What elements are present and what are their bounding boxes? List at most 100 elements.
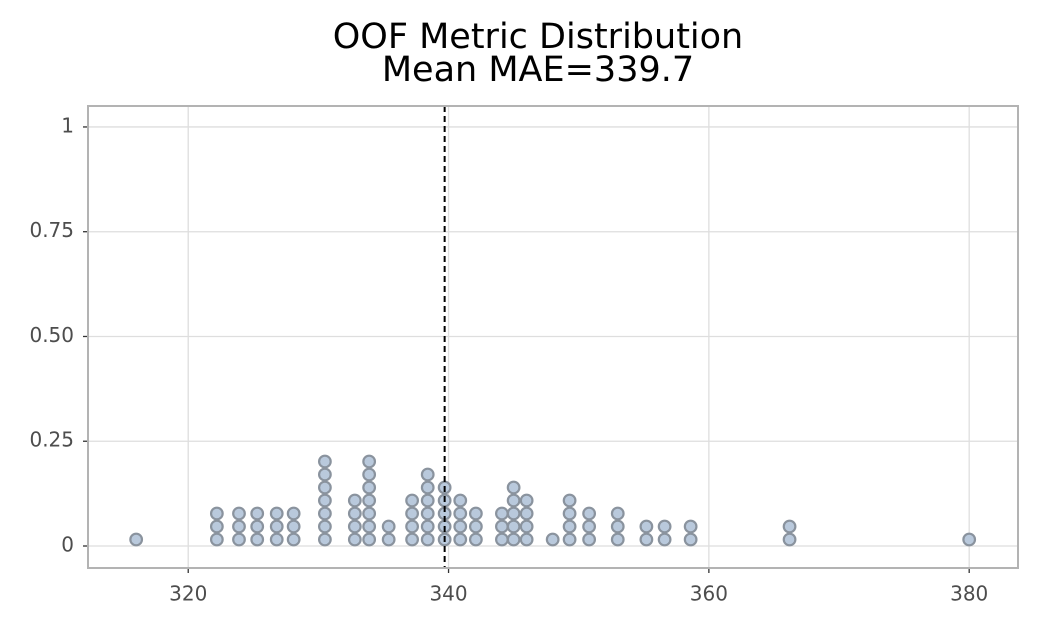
dot [405,506,420,521]
dot [232,519,246,534]
dot [405,519,420,534]
dot [468,519,483,534]
y-tick-label: 0.75 [29,218,74,242]
dot [269,519,284,534]
dot [362,506,377,521]
dot [317,506,332,521]
y-tick-label: 0.25 [29,428,74,452]
dot [562,519,577,534]
dot [962,532,977,547]
dot [286,519,301,534]
dot [420,480,435,495]
y-tick-label: 0 [61,533,74,557]
dot [317,493,332,508]
dot [362,532,377,547]
dot [347,493,362,508]
dot [250,532,265,547]
dot [362,480,377,495]
dot [405,493,420,508]
dot [506,519,521,534]
dot [519,532,534,547]
dot [545,532,560,547]
dot [782,519,797,534]
dot [317,480,332,495]
dot [362,493,377,508]
dot [495,506,509,521]
dot [420,519,435,534]
dot [610,506,625,521]
dot [610,532,625,547]
dot [506,532,521,547]
dot [269,506,284,521]
dot [420,467,435,482]
dot [468,532,483,547]
dot [317,454,332,469]
dot [232,532,246,547]
dot [286,506,301,521]
dot [286,532,301,547]
dot [209,506,224,521]
dot [420,532,435,547]
dot [420,506,435,521]
dot [232,506,246,521]
dot [582,519,597,534]
dot [269,532,284,547]
x-tick-label: 360 [690,582,728,606]
y-tick-label: 0.50 [29,323,74,347]
dot [519,519,534,534]
dot [362,519,377,534]
chart-title: OOF Metric Distribution [333,17,743,57]
dot [347,519,362,534]
dot [562,506,577,521]
grid [83,106,1018,573]
dot [381,532,396,547]
dot [362,454,377,469]
dot [506,506,521,521]
dot [562,493,577,508]
dot [250,519,265,534]
dot [519,506,534,521]
dot [639,532,654,547]
dot [420,493,435,508]
dot [317,532,332,547]
dot [657,519,672,534]
dot [657,532,672,547]
dot [453,532,468,547]
dot [639,519,654,534]
dot [250,506,265,521]
dot [495,532,509,547]
dot [381,519,396,534]
plot-marks [129,106,977,568]
dot [506,493,521,508]
dot [506,480,521,495]
dot [347,532,362,547]
dot [519,493,534,508]
dot [362,467,377,482]
dot [347,506,362,521]
dot [610,519,625,534]
dot [453,519,468,534]
dot [782,532,797,547]
dot [209,532,224,547]
dot [405,532,420,547]
panel-border [87,105,1019,569]
dot [582,506,597,521]
dot [453,506,468,521]
dot [683,532,698,547]
dot [317,519,332,534]
x-tick-label: 340 [429,582,467,606]
y-tick-label: 1 [61,113,74,137]
x-tick-label: 320 [169,582,207,606]
dot [582,532,597,547]
dot [468,506,483,521]
chart-subtitle: Mean MAE=339.7 [382,50,694,90]
dot [317,467,332,482]
dot [129,532,144,547]
dot [453,493,468,508]
dot [495,519,509,534]
dot [562,532,577,547]
dot [209,519,224,534]
dot [683,519,698,534]
